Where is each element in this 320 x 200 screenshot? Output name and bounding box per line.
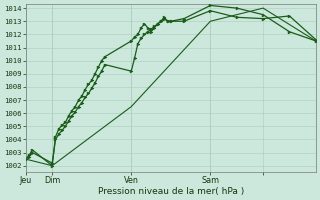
X-axis label: Pression niveau de la mer( hPa ): Pression niveau de la mer( hPa )	[98, 187, 244, 196]
